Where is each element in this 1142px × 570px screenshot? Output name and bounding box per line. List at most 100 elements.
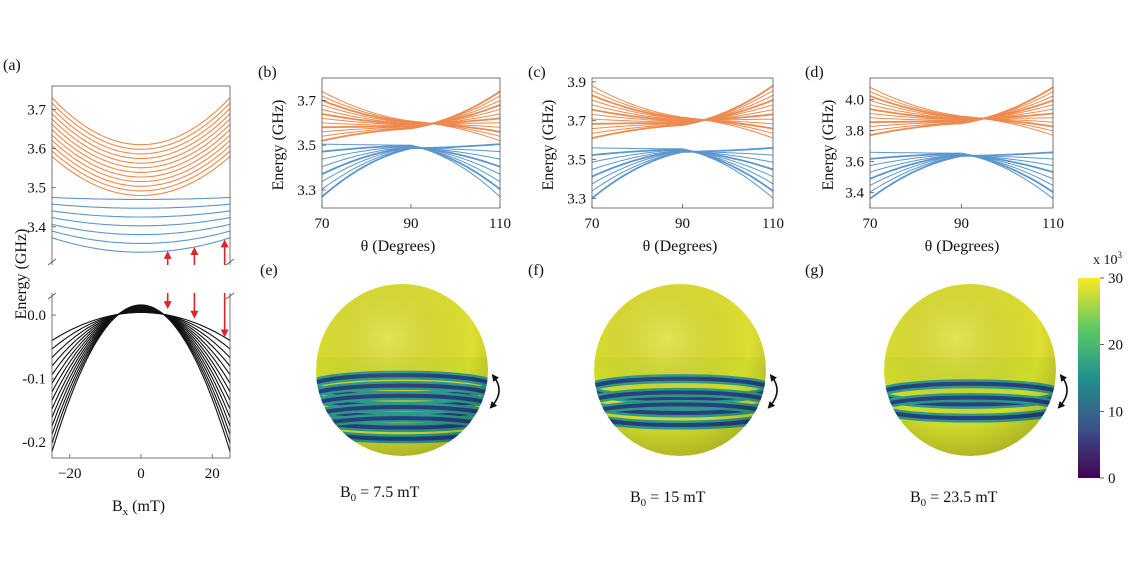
sphere-f-surface <box>594 284 766 456</box>
panel-a-orange-line-6 <box>51 123 231 169</box>
panel-b-orange-line-11 <box>321 90 501 142</box>
sphere-g-surface <box>884 284 1056 456</box>
panel-c-orange-line-9 <box>591 94 774 130</box>
colorbar-tick-label: 10 <box>1108 404 1123 420</box>
panel-c-orange-line-11 <box>591 85 774 139</box>
panel-a-ytick-label: -0.2 <box>22 435 46 451</box>
panel-c-xtick-label: 70 <box>585 216 600 232</box>
panel-a-blue-line-3 <box>51 217 231 227</box>
panel-d-ytick-label: 4.0 <box>845 93 864 109</box>
panel-c-ytick-label: 3.3 <box>567 191 586 207</box>
colorbar-tick-label: 0 <box>1108 471 1116 487</box>
panel-b-orange-line-0 <box>321 90 501 142</box>
panel-c-orange-line-4 <box>591 104 774 123</box>
panel-b-xtick-label: 70 <box>315 216 330 232</box>
panel-c-orange-line-1 <box>591 90 774 134</box>
panel-g-sphere <box>884 284 1068 456</box>
panel-d-blue-line-7 <box>869 151 1054 200</box>
colorbar: x 103 0 10 20 30 <box>1078 250 1123 487</box>
panel-b-ytick-label: 3.5 <box>297 138 316 154</box>
sphere-g-rotation-arrow <box>1057 374 1068 409</box>
sphere-e-rotation-arrow <box>489 374 500 409</box>
panel-a-xtick-label: 20 <box>205 466 220 482</box>
panel-d-ytick-label: 3.4 <box>845 186 864 202</box>
panel-c-orange-line-10 <box>591 90 774 134</box>
panel-b-frame <box>321 77 501 209</box>
panel-a-orange-line-0 <box>51 155 231 197</box>
panel-d-xlabel: θ (Degrees) <box>925 238 1000 255</box>
panel-a-orange-line-3 <box>51 139 231 183</box>
panel-c-frame <box>591 77 774 209</box>
panel-d-orange-line-9 <box>869 95 1054 128</box>
panel-b-orange-line-10 <box>321 95 501 137</box>
panel-a-chart: 3.4 3.5 3.6 3.7 0.0 -0.1 -0.2 −20 0 20 Energy (GH… <box>13 85 235 518</box>
panel-g-caption: B0 = 23.5 mT <box>910 489 998 509</box>
panel-a-black-line-8 <box>51 307 231 410</box>
panel-c-orange-line-6 <box>591 108 774 122</box>
colorbar-tick-label: 30 <box>1108 271 1123 287</box>
panel-a-break-mark-2 <box>225 258 235 266</box>
panel-a-blue-line-6 <box>51 196 231 200</box>
panel-a-ytick-label: 3.5 <box>27 181 46 197</box>
panel-d-chart: 3.4 3.6 3.8 4.0 70 90 110 Energy (GHz) θ (Degr… <box>820 77 1064 255</box>
panel-a-black-line-5 <box>51 309 231 384</box>
panel-a-ytick-label: 3.6 <box>27 142 46 158</box>
panel-d-orange-line-11 <box>869 86 1054 136</box>
panel-a-blue-line-2 <box>51 223 231 236</box>
panel-d-xtick-label: 90 <box>954 216 969 232</box>
panel-c-xtick-label: 90 <box>675 216 690 232</box>
panel-label-c: (c) <box>528 64 546 81</box>
colorbar-gradient <box>1078 278 1100 478</box>
sphere-e-shading <box>316 284 488 456</box>
panel-a-black-line-6 <box>51 308 231 393</box>
panel-d-orange-line-4 <box>869 104 1054 122</box>
panel-d-orange-line-1 <box>869 91 1054 132</box>
panel-a-ytick-label: 3.4 <box>27 220 46 236</box>
panel-label-f: (f) <box>528 262 544 279</box>
sphere-f-rotation-arrow <box>767 374 778 409</box>
panel-a-ytick-label: 0.0 <box>27 308 46 324</box>
panel-a-orange-line-9 <box>51 108 231 155</box>
panel-a-black-line-7 <box>51 307 231 401</box>
panel-a-break-mark-0 <box>47 258 57 266</box>
panel-d-orange-line-10 <box>869 91 1054 132</box>
panel-a-ytick-label: 3.7 <box>27 102 46 118</box>
panel-a-blue-line-4 <box>51 210 231 218</box>
panel-b-xtick-label: 90 <box>404 216 419 232</box>
panel-b-ytick-label: 3.7 <box>297 93 316 109</box>
panel-label-g: (g) <box>805 262 824 279</box>
panel-f-caption: B0 = 15 mT <box>630 489 706 509</box>
panel-d-orange-line-3 <box>869 99 1054 124</box>
panel-a-orange-line-4 <box>51 134 231 178</box>
panel-d-xtick-label: 110 <box>1042 216 1064 232</box>
panel-a-axis-break-mask <box>48 265 234 293</box>
panel-a-black-line-4 <box>51 309 231 376</box>
panel-c-ytick-label: 3.7 <box>567 114 586 130</box>
panel-a-ytick-label: -0.1 <box>22 372 46 388</box>
panel-a-xtick-label: 0 <box>137 466 145 482</box>
panel-c-ylabel: Energy (GHz) <box>540 100 557 191</box>
panel-a-black-line-1 <box>51 311 231 350</box>
panel-a-black-line-2 <box>51 310 231 358</box>
panel-c-orange-line-7 <box>591 104 774 121</box>
panel-d-ylabel: Energy (GHz) <box>820 100 837 191</box>
panel-a-xtick-label: −20 <box>58 466 81 482</box>
panel-a-black-line-10 <box>51 306 231 427</box>
panel-a-blue-line-1 <box>51 230 231 244</box>
panel-c-chart: 3.3 3.5 3.7 3.9 70 90 110 Energy (GHz) θ (Degr… <box>540 75 784 255</box>
panel-b-blue-line-7 <box>321 143 501 198</box>
panel-label-b: (b) <box>258 64 277 81</box>
sphere-e-surface <box>316 284 488 456</box>
panel-c-ytick-label: 3.5 <box>567 152 586 168</box>
panel-d-xtick-label: 70 <box>863 216 878 232</box>
panel-b-orange-line-3 <box>321 104 501 129</box>
panel-b-orange-line-1 <box>321 95 501 137</box>
panel-c-xlabel: θ (Degrees) <box>643 238 718 255</box>
panel-a-black-series <box>51 304 231 452</box>
panel-c-orange-line-0 <box>591 85 774 139</box>
panel-b-xtick-label: 110 <box>489 216 511 232</box>
panel-b-ytick-label: 3.3 <box>297 183 316 199</box>
panel-a-black-line-3 <box>51 310 231 367</box>
colorbar-multiplier: x 103 <box>1093 250 1123 268</box>
